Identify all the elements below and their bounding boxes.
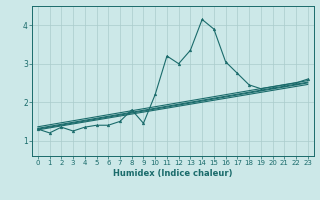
X-axis label: Humidex (Indice chaleur): Humidex (Indice chaleur) [113, 169, 233, 178]
